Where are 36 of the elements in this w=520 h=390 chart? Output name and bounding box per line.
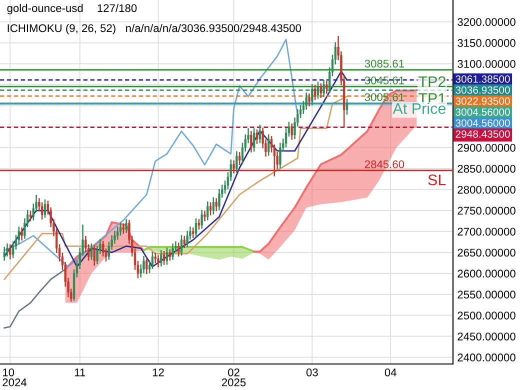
y-tick-label: 3100.00000 bbox=[458, 60, 516, 68]
y-tick-label: 2600.00000 bbox=[458, 270, 516, 278]
x-tick-label: 11 bbox=[74, 368, 86, 376]
y-tick-label: 2850.00000 bbox=[458, 164, 516, 173]
y-tick-label: 2500.00000 bbox=[458, 312, 516, 320]
x-tick-label: 02 2025 bbox=[222, 368, 246, 386]
y-tick-label: 2400.00000 bbox=[458, 354, 516, 362]
annotation: SL bbox=[428, 174, 446, 186]
annotation: 3045.61 bbox=[364, 76, 404, 84]
x-tick-label: 04 bbox=[384, 368, 396, 376]
annotation: 127/180 bbox=[98, 4, 137, 12]
y-tick-label: 3150.00000 bbox=[458, 39, 516, 47]
ref-line-label: 3022.93500 bbox=[456, 97, 510, 105]
ref-line-label: 3036.93500 bbox=[456, 86, 510, 94]
annotation: TP2 bbox=[418, 76, 446, 87]
ref-line-label: 3004.56000 bbox=[456, 108, 510, 116]
annotation: 3005.61 bbox=[364, 93, 404, 102]
y-tick-label: 2700.00000 bbox=[458, 228, 516, 236]
annotation: TP1 bbox=[418, 93, 446, 104]
ref-line-label: 2948.43500 bbox=[456, 130, 510, 138]
y-tick-label: 2750.00000 bbox=[458, 206, 516, 215]
y-tick-label: 2550.00000 bbox=[458, 290, 516, 299]
y-tick-label: 3200.00000 bbox=[458, 18, 516, 26]
ref-line-label: 3061.38500 bbox=[456, 75, 510, 83]
y-tick-label: 2650.00000 bbox=[458, 248, 516, 257]
x-tick-label: 03 bbox=[306, 368, 318, 376]
annotation: 3085.61 bbox=[364, 60, 404, 68]
x-tick-label: 10 2024 bbox=[2, 368, 27, 386]
x-tick-label: 12 bbox=[152, 368, 164, 376]
y-tick-label: 2450.00000 bbox=[458, 332, 516, 340]
ref-line-label: 3004.56000 bbox=[456, 119, 510, 127]
y-tick-label: 2900.00000 bbox=[458, 144, 516, 152]
annotation: At Price bbox=[392, 102, 446, 114]
y-tick-label: 2800.00000 bbox=[458, 186, 516, 194]
chart-title: gold-ounce-usd bbox=[7, 4, 83, 14]
text: ICHIMOKU (9, 26, 52) n/a/n/a/n/a/3036.93500/2948.43500 bbox=[8, 24, 301, 34]
